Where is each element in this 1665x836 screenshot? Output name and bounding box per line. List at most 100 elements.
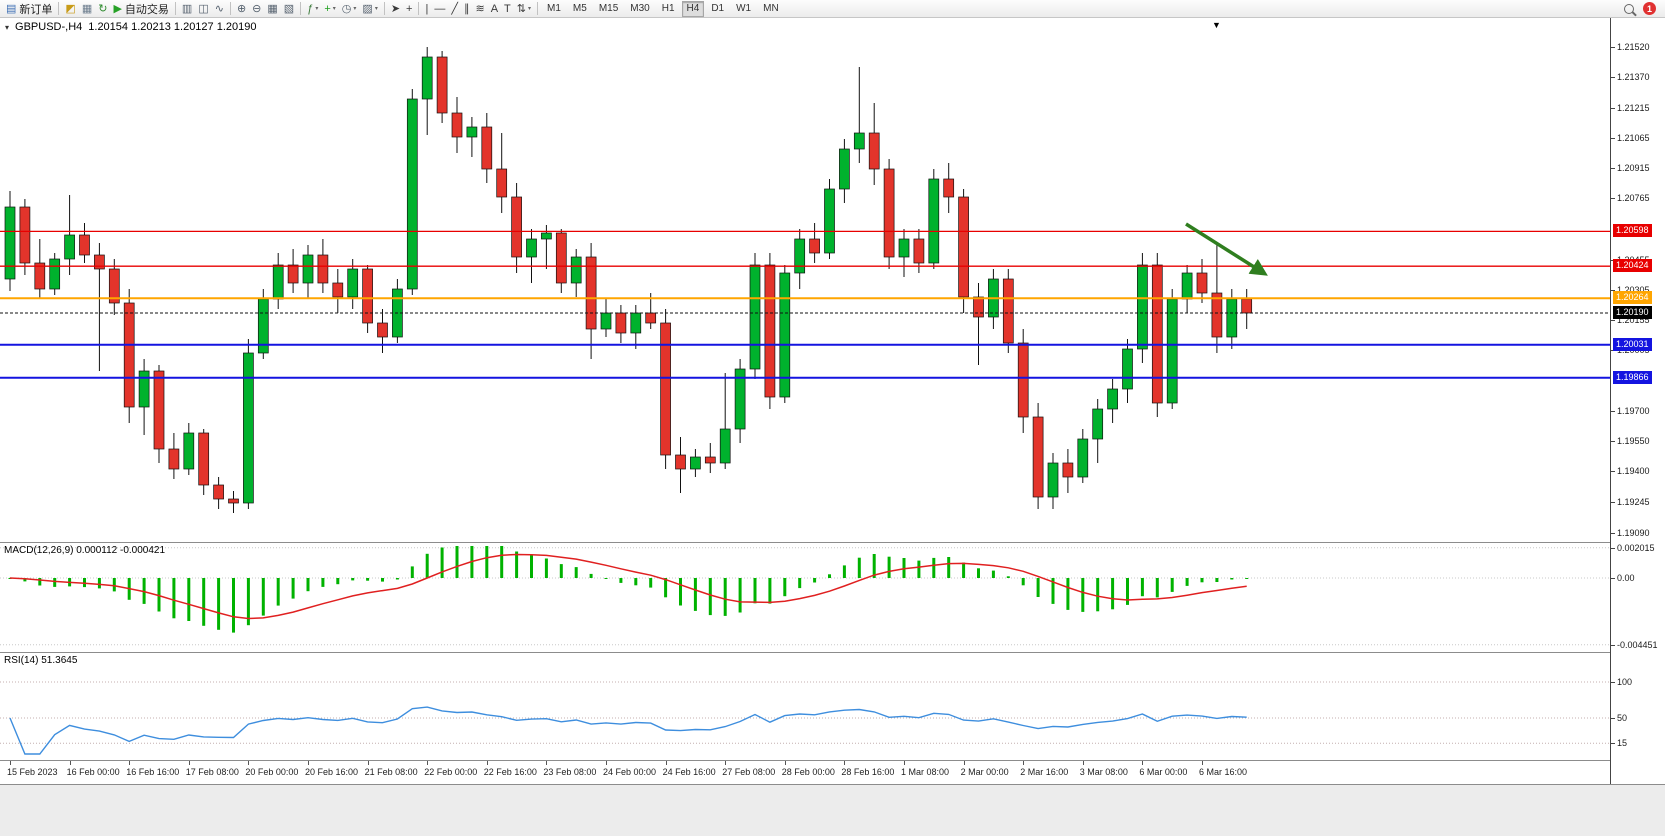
timeframe-button-MN[interactable]: MN bbox=[763, 2, 779, 14]
rsi-axis-label: 100 bbox=[1617, 677, 1633, 687]
chart-window-icon[interactable]: ▦ bbox=[79, 1, 95, 17]
auto-arrange-icon[interactable]: ▧ bbox=[281, 1, 297, 17]
pane-splitter[interactable] bbox=[0, 542, 1665, 543]
timeframe-button-M30[interactable]: M30 bbox=[630, 2, 650, 14]
vertical-line-icon[interactable]: | bbox=[422, 1, 431, 17]
time-label: 27 Feb 08:00 bbox=[722, 767, 776, 777]
price-chart-canvas[interactable] bbox=[0, 18, 1610, 542]
rsi-pane[interactable]: RSI(14) 51.3645 bbox=[0, 653, 1610, 760]
periods-icon[interactable]: ◷ ▾ bbox=[339, 1, 360, 17]
bear-candle bbox=[809, 238, 820, 254]
cursor-icon[interactable]: ➤ bbox=[388, 1, 403, 17]
candlestick-chart-icon[interactable]: ◫ bbox=[195, 1, 211, 17]
tile-windows-icon[interactable]: ▦ bbox=[264, 1, 280, 17]
chart-title: ▾ GBPUSD-,H4 1.20154 1.20213 1.20127 1.2… bbox=[5, 21, 256, 33]
rsi-axis-label: 50 bbox=[1617, 713, 1628, 723]
bear-candle bbox=[1151, 264, 1163, 404]
text-icon[interactable]: A bbox=[488, 1, 501, 17]
bull-candle bbox=[541, 232, 552, 240]
bear-candle bbox=[585, 256, 597, 330]
toolbar-separator bbox=[418, 2, 420, 15]
bear-candle bbox=[555, 232, 567, 284]
timeframe-button-H4[interactable]: H4 bbox=[681, 0, 705, 17]
indicators-icon[interactable]: ƒ ▾ bbox=[304, 1, 321, 17]
horizontal-line-icon[interactable]: — bbox=[431, 1, 448, 17]
macd-canvas[interactable] bbox=[0, 543, 1610, 652]
macd-tick bbox=[1611, 547, 1615, 549]
market-watch-icon[interactable]: ◩ bbox=[62, 1, 78, 17]
rsi-canvas[interactable] bbox=[0, 653, 1610, 760]
bear-candle bbox=[913, 238, 925, 264]
new-order-button-label: 新订单 bbox=[19, 3, 53, 16]
bull-candle bbox=[690, 456, 701, 470]
price-level-tag: 1.20031 bbox=[1613, 337, 1652, 351]
price-tick-label: 1.20915 bbox=[1617, 163, 1650, 173]
price-tick bbox=[1611, 168, 1615, 169]
auto-trading-button[interactable]: ▶ 自动交易 bbox=[110, 1, 171, 17]
window-background bbox=[0, 785, 1665, 836]
zoom-in-icon[interactable]: ⊕ bbox=[234, 1, 249, 17]
search-icon[interactable] bbox=[1619, 1, 1643, 17]
bull-candle bbox=[749, 264, 761, 370]
timeframe-button-W1[interactable]: W1 bbox=[736, 2, 752, 14]
bear-candle bbox=[1241, 298, 1253, 314]
timeframe-button-D1[interactable]: D1 bbox=[711, 2, 725, 14]
timeframe-button-M5[interactable]: M5 bbox=[572, 2, 587, 14]
trendline-icon[interactable]: ╱ bbox=[448, 1, 461, 17]
bear-candle bbox=[958, 196, 969, 298]
price-scale[interactable]: 1.21520 1.21370 1.21215 1.21065 1.20915 1.207… bbox=[1610, 18, 1665, 784]
bear-candle bbox=[198, 432, 210, 486]
timeframe-button-H1[interactable]: H1 bbox=[661, 2, 675, 14]
pane-splitter[interactable] bbox=[0, 652, 1665, 653]
bear-candle bbox=[168, 448, 180, 470]
bull-candle bbox=[1092, 408, 1104, 440]
time-label: 22 Feb 16:00 bbox=[483, 767, 537, 777]
line-chart-icon[interactable]: ∿ bbox=[212, 1, 227, 17]
new-order-icon: ▤ bbox=[6, 2, 17, 15]
chevron-down-icon: ▾ bbox=[332, 6, 336, 12]
time-label: 20 Feb 00:00 bbox=[245, 767, 299, 777]
window-border bbox=[0, 784, 1665, 785]
bear-candle bbox=[704, 456, 716, 464]
price-tick bbox=[1611, 471, 1615, 472]
rsi-header: RSI(14) 51.3645 bbox=[4, 655, 78, 666]
time-label: 3 Mar 08:00 bbox=[1079, 767, 1128, 777]
refresh-icon[interactable]: ↻ bbox=[95, 1, 110, 17]
timeframe-button-M15[interactable]: M15 bbox=[598, 2, 619, 14]
add-indicator-icon: + bbox=[324, 2, 331, 15]
auto-arrange-icon: ▧ bbox=[283, 2, 295, 15]
macd-pane[interactable]: MACD(12,26,9) 0.000112 -0.000421 bbox=[0, 543, 1610, 652]
search-icon-glass bbox=[1624, 3, 1634, 14]
time-label: 16 Feb 16:00 bbox=[126, 767, 180, 777]
time-axis[interactable]: 15 Feb 2023 16 Feb 00:00 16 Feb 16:00 17 Fe… bbox=[0, 761, 1610, 784]
label-icon[interactable]: T bbox=[501, 1, 514, 17]
add-indicator-icon[interactable]: + ▾ bbox=[321, 1, 338, 17]
macd-header: MACD(12,26,9) 0.000112 -0.000421 bbox=[4, 545, 166, 556]
notification-badge[interactable]: 1 bbox=[1643, 2, 1656, 15]
crosshair-icon[interactable]: + bbox=[403, 1, 415, 17]
price-tick-label: 1.20765 bbox=[1617, 193, 1650, 203]
zoom-out-icon[interactable]: ⊖ bbox=[249, 1, 264, 17]
bar-chart-icon[interactable]: ▥ bbox=[179, 1, 195, 17]
bull-candle bbox=[526, 238, 537, 258]
time-tick bbox=[1202, 761, 1203, 765]
time-label: 22 Feb 00:00 bbox=[424, 767, 478, 777]
templates-icon[interactable]: ▨ ▾ bbox=[359, 1, 380, 17]
one-click-collapse-icon[interactable]: ▾ bbox=[5, 22, 10, 32]
price-chart-pane[interactable]: ▾ GBPUSD-,H4 1.20154 1.20213 1.20127 1.2… bbox=[0, 18, 1610, 542]
new-order-button[interactable]: ▤ 新订单 bbox=[3, 1, 55, 17]
crosshair-icon: + bbox=[406, 2, 413, 15]
fibonacci-icon[interactable]: ≋ bbox=[472, 1, 487, 17]
channel-icon[interactable]: ∥ bbox=[461, 1, 473, 17]
bear-candle bbox=[675, 454, 686, 470]
price-tick-label: 1.19245 bbox=[1617, 497, 1650, 507]
timeframe-button-M1[interactable]: M1 bbox=[547, 2, 561, 14]
arrows-icon[interactable]: ⇅ ▾ bbox=[514, 1, 534, 17]
time-label: 17 Feb 08:00 bbox=[185, 767, 239, 777]
trend-arrow-object[interactable] bbox=[1185, 222, 1268, 276]
bear-candle bbox=[317, 254, 329, 284]
time-tick bbox=[963, 761, 965, 765]
pane-splitter[interactable] bbox=[0, 760, 1665, 761]
time-label: 1 Mar 08:00 bbox=[901, 767, 950, 777]
chart-shift-icon[interactable]: ▼ bbox=[1212, 20, 1221, 30]
